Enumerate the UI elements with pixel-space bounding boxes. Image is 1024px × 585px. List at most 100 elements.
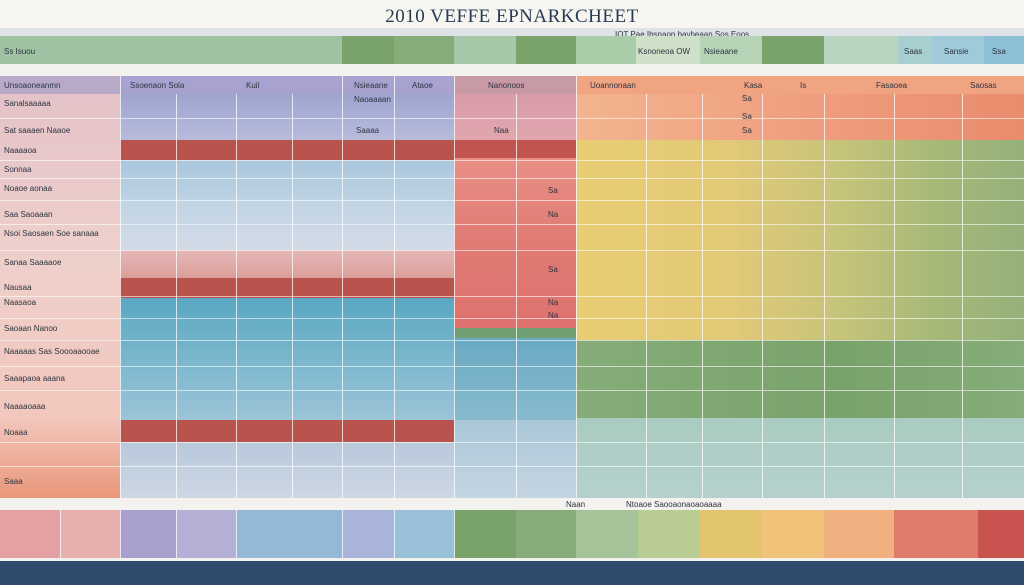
col-header-g[interactable] — [576, 76, 1024, 94]
header-mid-label: Ksnoneoa OW — [638, 47, 691, 56]
cell-value: Sa — [742, 94, 752, 103]
cell-value: Na — [548, 298, 559, 307]
swatch-11[interactable] — [638, 510, 700, 558]
header-strip — [0, 28, 1024, 36]
cell-value: Na — [548, 210, 559, 219]
header-cell-5[interactable] — [576, 36, 636, 64]
header-right-label-c: Ssa — [992, 47, 1006, 56]
header-cell-8[interactable] — [762, 36, 824, 64]
col-header-b[interactable] — [120, 76, 454, 94]
header-cell-7[interactable] — [700, 36, 762, 64]
title-bar — [0, 0, 1024, 28]
grid-band-red-1 — [120, 140, 454, 160]
swatch-9[interactable] — [516, 510, 576, 558]
row-label: Naasaoa — [4, 298, 37, 307]
header-subtitle: IOT Pae Ibsnaon bayheaan Sos Eoos — [615, 30, 750, 39]
header-cell-6[interactable] — [636, 36, 700, 64]
grid-block-blue-2 — [120, 298, 454, 420]
grid-block-sage — [576, 418, 1024, 498]
grid-block-orange — [576, 94, 1024, 140]
col-e-label: Ataoe — [412, 81, 433, 90]
header-cell-1[interactable] — [342, 36, 394, 64]
header-left-label: Ss Isuou — [4, 47, 36, 56]
swatch-4[interactable] — [176, 510, 236, 558]
grid-block-green — [576, 340, 1024, 418]
cell-value: Naoaaaan — [354, 95, 391, 104]
row-label: Saoaan Nanoo — [4, 324, 58, 333]
col-b-label: Ssoenaon Sola — [130, 81, 185, 90]
header-right-label-a: Saas — [904, 47, 923, 56]
cell-value: Sa — [548, 186, 558, 195]
col-k-label: Saosas — [970, 81, 997, 90]
header-cell-4[interactable] — [516, 36, 576, 64]
grid-block-lightblue — [454, 420, 576, 498]
cell-value: Na — [548, 311, 559, 320]
page-title: 2010 VEFFE EPNARKCHEET — [385, 6, 639, 27]
cell-value: Sa — [742, 126, 752, 135]
grid-block-teal — [454, 338, 576, 420]
swatch-14[interactable] — [824, 510, 894, 558]
col-f-label: Nanonoos — [488, 81, 525, 90]
footer-label-strip — [0, 498, 1024, 510]
col-header-a[interactable] — [0, 76, 120, 94]
row-label: Sanalsaaaaa — [4, 99, 51, 108]
row-label: Saa Saoaaan — [4, 210, 53, 219]
row-label: Noaoe aonaa — [4, 184, 53, 193]
row-label: Saaapaoa aaana — [4, 374, 65, 383]
grid-block-pink — [120, 250, 454, 278]
header-cell-left[interactable] — [0, 36, 342, 64]
header-mid-label-2: Nsieaane — [704, 47, 738, 56]
swatch-12[interactable] — [700, 510, 762, 558]
footer-label-b: Ntoaoe Saooaonaoaoaaaa — [626, 500, 722, 509]
swatch-8[interactable] — [454, 510, 516, 558]
col-j-label: Fasaoea — [876, 81, 908, 90]
grid-band-red-2 — [120, 278, 454, 298]
col-a-label: Unsoaoneanmn — [4, 81, 61, 90]
col-i-label: Is — [800, 81, 807, 90]
col-g-label: Uoannonaan — [590, 81, 636, 90]
grid-band-red-3 — [120, 420, 454, 442]
cell-value: Naa — [494, 126, 509, 135]
swatch-13[interactable] — [762, 510, 824, 558]
grid-block-mauve — [454, 94, 576, 140]
row-label: Noaaa — [4, 428, 28, 437]
footer-label-a: Naan — [566, 500, 586, 509]
row-label: Sat saaaen Naaoe — [4, 126, 71, 135]
cell-value: Sa — [742, 112, 752, 121]
header-cell-2[interactable] — [394, 36, 454, 64]
header-cell-10[interactable] — [898, 36, 932, 64]
grid-block-blue-1 — [120, 160, 454, 250]
header-cell-9[interactable] — [824, 36, 898, 64]
swatch-2[interactable] — [60, 510, 120, 558]
swatch-6[interactable] — [342, 510, 394, 558]
row-label: Naaaaas Sas Soooaaooae — [4, 347, 100, 356]
cell-value: Saaaa — [356, 126, 380, 135]
row-label: Nausaa — [4, 283, 32, 292]
swatch-3[interactable] — [120, 510, 176, 558]
grid-block-coral — [454, 158, 576, 328]
swatch-10[interactable] — [576, 510, 638, 558]
col-d-label: Nsieaane — [354, 81, 388, 90]
swatch-5[interactable] — [236, 510, 342, 558]
swatch-15[interactable] — [894, 510, 978, 558]
header-cell-11[interactable] — [932, 36, 984, 64]
swatch-16[interactable] — [978, 510, 1024, 558]
swatch-1[interactable] — [0, 510, 60, 558]
row-label: Nsoi Saosaen Soe sanaaa — [4, 229, 99, 238]
swatch-7[interactable] — [394, 510, 454, 558]
row-label: Sonnaa — [4, 165, 32, 174]
col-header-f[interactable] — [454, 76, 576, 94]
cell-value: Sa — [548, 265, 558, 274]
grid-block-blue-3 — [120, 442, 454, 498]
header-gap — [0, 64, 1024, 76]
grid-band-green — [454, 328, 576, 338]
grid-block-purple — [120, 94, 454, 140]
grid-band-red-4 — [454, 140, 576, 158]
row-label: Naaaaoa — [4, 146, 37, 155]
header-right-label-b: Sansie — [944, 47, 969, 56]
header-cell-3[interactable] — [454, 36, 516, 64]
header-cell-12[interactable] — [984, 36, 1024, 64]
row-label: Naaaaoaaa — [4, 402, 46, 411]
footer-bar — [0, 561, 1024, 585]
col-h-label: Kasa — [744, 81, 763, 90]
